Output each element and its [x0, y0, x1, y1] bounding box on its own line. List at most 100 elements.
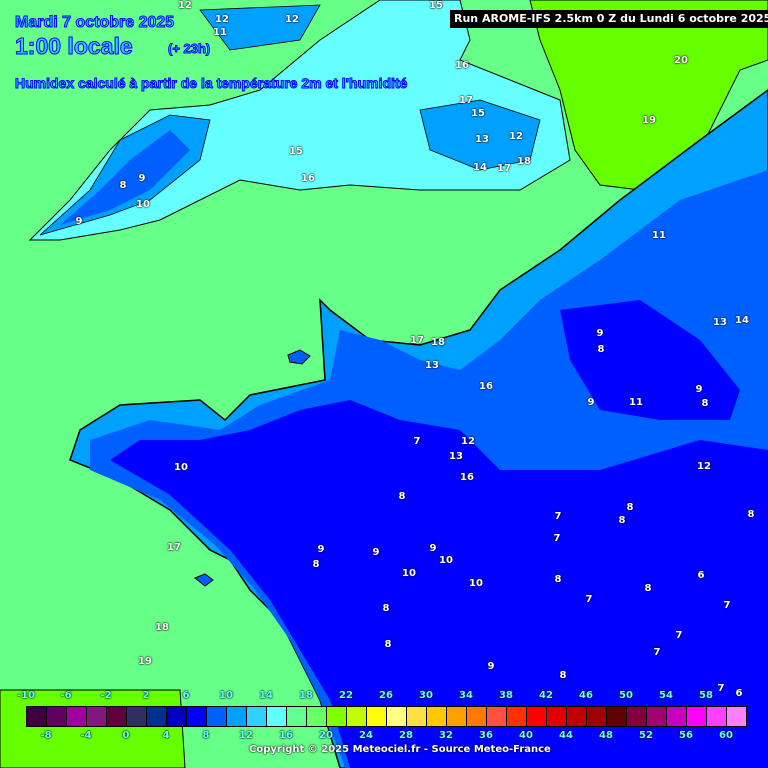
legend-tick-bottom: -4 [80, 730, 92, 741]
contour-label: 16 [479, 381, 493, 392]
island [194, 573, 214, 587]
legend-swatch [647, 707, 667, 726]
legend-swatch [567, 707, 587, 726]
contour-label: 19 [138, 656, 152, 667]
legend-tick-bottom: 36 [479, 730, 493, 741]
contour-label: 7 [554, 511, 562, 522]
contour-label: 8 [701, 398, 709, 409]
legend-tick-top: 38 [499, 690, 513, 701]
legend-tick-top: 42 [539, 690, 553, 701]
legend-swatch [427, 707, 447, 726]
legend-swatch [607, 707, 627, 726]
contour-label: 7 [723, 600, 731, 611]
legend-swatch [307, 707, 327, 726]
contour-label: 19 [642, 115, 656, 126]
contour-label: 16 [301, 173, 315, 184]
legend-tick-bottom: 24 [359, 730, 373, 741]
contour-label: 8 [644, 583, 652, 594]
model-run-banner: Run AROME-IFS 2.5km 0 Z du Lundi 6 octob… [450, 10, 768, 28]
legend-tick-bottom: 8 [202, 730, 210, 741]
legend-tick-bottom: 60 [719, 730, 733, 741]
legend-tick-bottom: 44 [559, 730, 573, 741]
legend-tick-bottom: 56 [679, 730, 693, 741]
contour-label: 13 [475, 134, 489, 145]
legend-swatch [487, 707, 507, 726]
legend-swatch [447, 707, 467, 726]
contour-label: 8 [618, 515, 626, 526]
legend-swatch [527, 707, 547, 726]
legend-swatch [667, 707, 687, 726]
contour-label: 11 [652, 230, 666, 241]
contour-label: 7 [413, 436, 421, 447]
legend-swatch [707, 707, 727, 726]
forecast-date: Mardi 7 octobre 2025 [14, 14, 175, 32]
contour-label: 17 [167, 542, 181, 553]
contour-label: 7 [717, 683, 725, 694]
contour-label: 15 [429, 0, 443, 11]
contour-label: 12 [697, 461, 711, 472]
contour-label: 8 [119, 180, 127, 191]
legend-swatch [287, 707, 307, 726]
contour-label: 9 [372, 547, 380, 558]
legend-tick-top: 14 [259, 690, 273, 701]
legend-swatch [407, 707, 427, 726]
contour-label: 17 [410, 335, 424, 346]
legend-tick-top: -2 [100, 690, 112, 701]
contour-label: 8 [626, 502, 634, 513]
legend-tick-top: 50 [619, 690, 633, 701]
contour-label: 18 [155, 622, 169, 633]
contour-label: 7 [653, 647, 661, 658]
contour-label: 8 [382, 603, 390, 614]
contour-label: 9 [487, 661, 495, 672]
legend-tick-bottom: 40 [519, 730, 533, 741]
contour-label: 8 [747, 509, 755, 520]
contour-label: 10 [439, 555, 453, 566]
contour-label: 8 [398, 491, 406, 502]
contour-label: 20 [674, 55, 688, 66]
copyright: Copyright © 2025 Meteociel.fr - Source M… [249, 744, 551, 755]
contour-label: 8 [384, 639, 392, 650]
legend-tick-bottom: 48 [599, 730, 613, 741]
legend-swatch [347, 707, 367, 726]
legend-swatch [127, 707, 147, 726]
forecast-offset: (+ 23h) [167, 41, 211, 57]
legend-swatch [167, 707, 187, 726]
island [287, 349, 311, 365]
contour-label: 13 [713, 317, 727, 328]
legend-swatch [547, 707, 567, 726]
contour-label: 6 [735, 688, 743, 699]
france-deep-east [560, 300, 740, 420]
contour-label: 9 [596, 328, 604, 339]
contour-label: 16 [455, 60, 469, 71]
legend-tick-top: -10 [16, 690, 36, 701]
legend-tick-bottom: 20 [319, 730, 333, 741]
contour-label: 17 [497, 163, 511, 174]
legend-swatch [87, 707, 107, 726]
legend-swatch [267, 707, 287, 726]
legend-tick-bottom: -8 [40, 730, 52, 741]
legend-tick-top: 54 [659, 690, 673, 701]
legend-swatch [587, 707, 607, 726]
legend-tick-top: 22 [339, 690, 353, 701]
contour-label: 10 [136, 199, 150, 210]
contour-label: 6 [697, 570, 705, 581]
legend-swatch [367, 707, 387, 726]
contour-label: 10 [402, 568, 416, 579]
contour-label: 9 [695, 384, 703, 395]
legend-tick-top: 18 [299, 690, 313, 701]
legend-swatch [727, 707, 746, 726]
map-description: Humidex calculé à partir de la températu… [14, 75, 408, 92]
contour-label: 9 [138, 173, 146, 184]
color-legend [26, 706, 747, 727]
legend-swatch [627, 707, 647, 726]
legend-swatch [67, 707, 87, 726]
legend-swatch [227, 707, 247, 726]
contour-label: 8 [597, 344, 605, 355]
contour-label: 7 [675, 630, 683, 641]
legend-tick-top: 26 [379, 690, 393, 701]
contour-label: 12 [461, 436, 475, 447]
contour-label: 13 [425, 360, 439, 371]
legend-tick-top: -6 [60, 690, 72, 701]
